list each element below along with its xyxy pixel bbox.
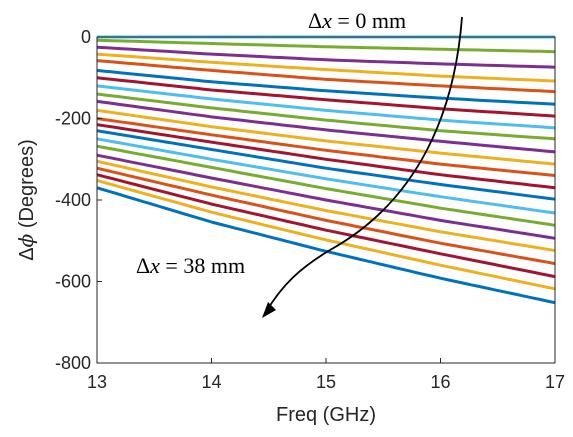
- y-tick-label: -200: [55, 109, 91, 129]
- series-line-15: [96, 144, 556, 227]
- annotation-dx-38mm-rest: = 38 mm: [160, 253, 245, 278]
- annotation-dx-0mm-delta: Δ: [308, 8, 322, 33]
- series-layer: [96, 35, 556, 305]
- series-line-6: [96, 76, 556, 118]
- series-line-11: [96, 117, 556, 177]
- x-axis-label: Freq (GHz): [276, 404, 376, 426]
- series-line-16: [96, 153, 556, 240]
- series-line-8: [96, 92, 556, 141]
- series-line-18: [96, 166, 556, 266]
- annotation-dx-38mm: Δx = 38 mm: [136, 253, 245, 278]
- x-tick-label: 17: [545, 372, 565, 392]
- annotation-dx-0mm-rest: = 0 mm: [332, 8, 406, 33]
- y-axis-label-prefix: Δ: [16, 247, 38, 260]
- series-line-4: [96, 59, 556, 94]
- x-tick-label: 16: [430, 372, 450, 392]
- series-line-19: [96, 173, 556, 279]
- y-axis-label-symbol: ϕ: [14, 233, 38, 247]
- series-line-9: [96, 99, 556, 154]
- series-line-10: [96, 108, 556, 166]
- annotation-dx-38mm-var: x: [149, 253, 160, 278]
- series-line-7: [96, 84, 556, 130]
- y-axis-label-suffix: (Degrees): [16, 139, 38, 233]
- series-line-2: [96, 45, 556, 69]
- y-tick-label: -400: [55, 190, 91, 210]
- series-line-1: [96, 38, 556, 54]
- y-tick-label: -600: [55, 272, 91, 292]
- annotation-dx-0mm-var: x: [321, 8, 332, 33]
- series-line-14: [96, 137, 556, 215]
- series-line-20: [96, 178, 556, 291]
- x-tick-label: 15: [316, 372, 336, 392]
- annotation-dx-0mm: Δx = 0 mm: [308, 8, 406, 33]
- series-line-3: [96, 52, 556, 83]
- ticks-layer: 13 14 15 16 17 0 -200 -400 -600 -800: [55, 27, 565, 392]
- trend-arrow-head: [262, 302, 276, 318]
- y-tick-label: -800: [55, 353, 91, 373]
- series-line-13: [96, 129, 556, 201]
- x-tick-label: 14: [201, 372, 221, 392]
- x-tick-label: 13: [87, 372, 107, 392]
- annotation-dx-38mm-delta: Δ: [136, 253, 150, 278]
- trend-arrow-curve: [265, 16, 463, 313]
- series-line-21: [96, 186, 556, 305]
- series-line-5: [96, 68, 556, 106]
- y-axis-label: Δϕ (Degrees): [14, 139, 38, 260]
- series-line-12: [96, 123, 556, 190]
- y-tick-label: 0: [81, 27, 91, 47]
- series-line-17: [96, 159, 556, 252]
